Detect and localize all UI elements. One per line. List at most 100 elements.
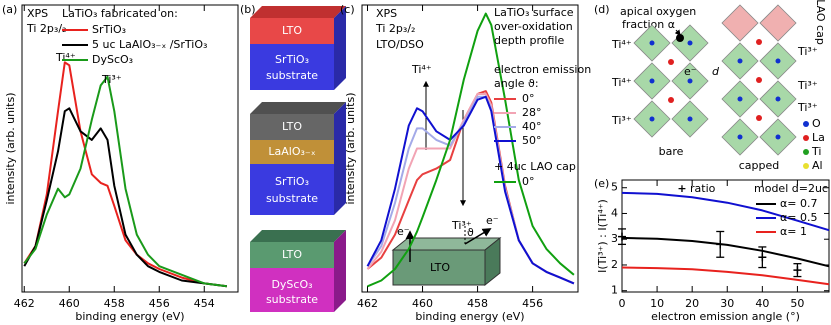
x-tick-label: 460 [412, 297, 433, 310]
annotation: LaTiO₃ surface [494, 6, 574, 19]
y-tick-label: 1 [611, 284, 618, 297]
layer-label: substrate [266, 293, 318, 306]
layer-label: LTO [282, 120, 302, 133]
data-point [716, 240, 725, 249]
face [334, 102, 346, 215]
annotation: Ti 2p₃/₂ [375, 22, 415, 35]
annotation: Ti 2p₃/₂ [26, 22, 66, 35]
x-tick-label: 30 [720, 297, 734, 310]
y-tick-label: 3 [611, 232, 618, 245]
annotation: XPS [376, 7, 397, 20]
label: fraction α [622, 18, 675, 31]
x-tick-label: 454 [194, 297, 215, 310]
plot-frame [361, 4, 579, 293]
line-series [621, 191, 830, 232]
legend-title: LaTiO₃ fabricated on: [62, 7, 178, 20]
label: apical oxygen [620, 5, 696, 18]
legend-marker: + [677, 182, 686, 195]
y-axis-label: intensity (arb. units) [4, 92, 17, 204]
legend-label: 50° [522, 134, 542, 147]
legend-label: ratio [690, 182, 716, 195]
x-tick-label: 10 [650, 297, 664, 310]
line-series [366, 95, 575, 285]
x-tick-label: 458 [467, 297, 488, 310]
data-point [618, 232, 626, 241]
layer-label: LTO [282, 24, 302, 37]
x-tick-label: 20 [685, 297, 699, 310]
x-tick-label: 0 [619, 297, 626, 310]
layer-label: substrate [266, 69, 318, 82]
legend-label: Ti [811, 145, 821, 158]
legend-label: SrTiO₃ [92, 23, 126, 36]
y-tick-label: 5 [611, 181, 618, 194]
face [250, 6, 346, 18]
layer [250, 44, 334, 90]
data-point [793, 266, 802, 275]
layer-label: substrate [266, 192, 318, 205]
annotation: e⁻ [486, 214, 499, 227]
y-tick-label: 4 [611, 206, 618, 219]
layer-label: LaAlO₃₋ₓ [268, 145, 315, 158]
layer-label: SrTiO₃ [275, 53, 309, 66]
annotation: Ti⁴⁺ [411, 63, 432, 76]
legend-title: electron emission [494, 63, 591, 76]
panel-c-decor [391, 80, 502, 287]
annotation: LTO/DSO [376, 38, 424, 51]
ion-label: Ti³⁺ [797, 45, 818, 58]
legend-label: α= 0.5 [780, 211, 817, 224]
annotation: LTO [430, 261, 450, 274]
line-series [23, 75, 227, 288]
face [250, 102, 346, 114]
x-tick-label: 50 [790, 297, 804, 310]
x-tick-label: 462 [357, 297, 378, 310]
panel-label: (d) [594, 3, 610, 16]
layer-label: SrTiO₃ [275, 175, 309, 188]
legend-label: α= 0.7 [780, 197, 817, 210]
y-axis-label: intensity (arb. units) [344, 92, 357, 204]
annotation: e⁻ [397, 225, 410, 238]
layer [250, 242, 334, 268]
legend-label: Al [812, 159, 823, 172]
legend-label: DyScO₃ [92, 53, 133, 66]
annotation: XPS [27, 7, 48, 20]
line-series [23, 61, 227, 288]
layer-label: LTO [282, 248, 302, 261]
annotation: Ti³⁺ [451, 219, 472, 232]
panel-label: (a) [2, 3, 17, 16]
layer [250, 164, 334, 215]
legend-label: O [812, 117, 821, 130]
annotation: over-oxidation [494, 20, 573, 33]
arrow [464, 228, 492, 245]
line-series [23, 107, 227, 288]
panel-label: (b) [240, 3, 256, 16]
ion-label: Ti⁴⁺ [611, 38, 632, 51]
annotation: ϑ [467, 226, 474, 239]
layer [250, 18, 334, 44]
line-series [621, 236, 830, 268]
ion-label: Ti³⁺ [611, 114, 632, 127]
legend-label: 5 uc LaAlO₃₋ₓ /SrTiO₃ [92, 38, 207, 51]
face [334, 230, 346, 312]
line-series [621, 266, 830, 286]
annotation: Ti⁴⁺ [55, 51, 76, 64]
x-axis-label: electron emission angle (°) [651, 310, 800, 323]
inset-face [392, 249, 486, 286]
legend-title: angle ϑ: [494, 77, 539, 90]
panel-b: (b) LTO SrTiO₃ substrate LTO LaAlO₃₋ₓ Sr… [240, 3, 346, 312]
legend-label: 28° [522, 106, 542, 119]
ion-label: Ti⁴⁺ [611, 76, 632, 89]
line-series [367, 12, 575, 288]
face [334, 6, 346, 90]
x-tick-label: 460 [59, 297, 80, 310]
layer [250, 114, 334, 140]
legend-label: 40° [522, 120, 542, 133]
legend-label: 0° [522, 92, 535, 105]
d-label: d [712, 65, 720, 78]
y-axis-label: I(Ti³⁺) : I(Ti⁴⁺) [596, 199, 609, 273]
plot-frame [21, 4, 239, 293]
layer-label: DyScO₃ [271, 278, 312, 291]
face [250, 230, 346, 242]
panel-label: (c) [340, 3, 355, 16]
annotation: depth profile [494, 34, 564, 47]
legend-label: La [812, 131, 825, 144]
